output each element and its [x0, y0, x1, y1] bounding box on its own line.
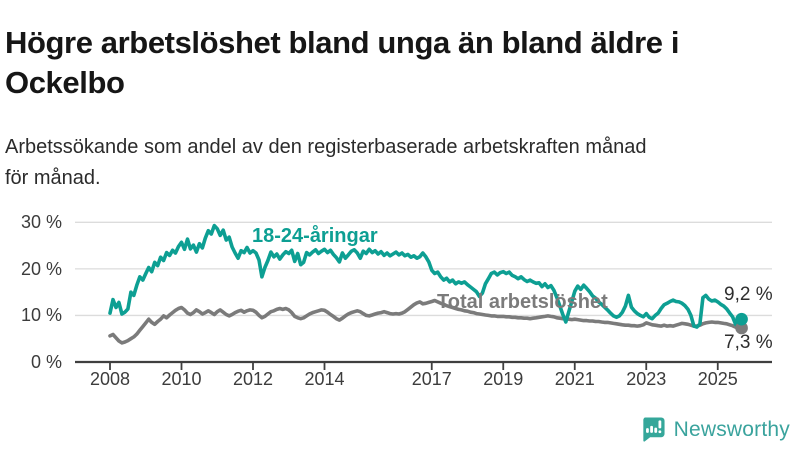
x-tick-label: 2019	[483, 369, 524, 389]
y-tick-label: 10 %	[20, 305, 62, 326]
series-label-youth: 18-24-åringar	[252, 225, 378, 247]
page-title-line2: Ockelbo	[5, 64, 125, 100]
newsworthy-logo: Newsworthy	[639, 416, 790, 443]
chart-subtitle-line1: Arbetssökande som andel av den registerb…	[5, 136, 647, 158]
x-tick-label: 2014	[304, 369, 345, 389]
youth-end-dot	[735, 312, 748, 326]
x-tick-label: 2010	[161, 369, 202, 389]
x-tick-label: 2021	[554, 369, 595, 389]
page-title: Högre arbetslöshet bland unga än bland ä…	[5, 23, 797, 103]
total-end-dot	[735, 321, 748, 335]
y-tick-label: 30 %	[20, 212, 62, 233]
x-tick-label: 2025	[697, 369, 738, 389]
youth-line	[108, 223, 744, 329]
series-label-total: Total arbetslöshet	[437, 291, 608, 313]
x-tick-label: 2017	[411, 369, 452, 389]
newsworthy-wordmark: Newsworthy	[673, 417, 790, 441]
x-tick-label: 2008	[89, 369, 131, 389]
end-value-youth: 9,2 %	[724, 284, 773, 305]
chart-subtitle-line2: för månad.	[5, 167, 101, 190]
y-tick-label: 0 %	[30, 352, 62, 372]
chart-subtitle: Arbetssökande som andel av den registerb…	[5, 132, 795, 195]
x-tick-label: 2023	[626, 369, 667, 389]
total-line	[108, 298, 744, 345]
page-title-line1: Högre arbetslöshet bland unga än bland ä…	[5, 24, 680, 60]
newsworthy-logo-icon	[642, 417, 665, 442]
end-value-total: 7,3 %	[724, 332, 773, 353]
x-tick-label: 2012	[232, 369, 274, 389]
y-tick-label: 20 %	[20, 258, 62, 279]
